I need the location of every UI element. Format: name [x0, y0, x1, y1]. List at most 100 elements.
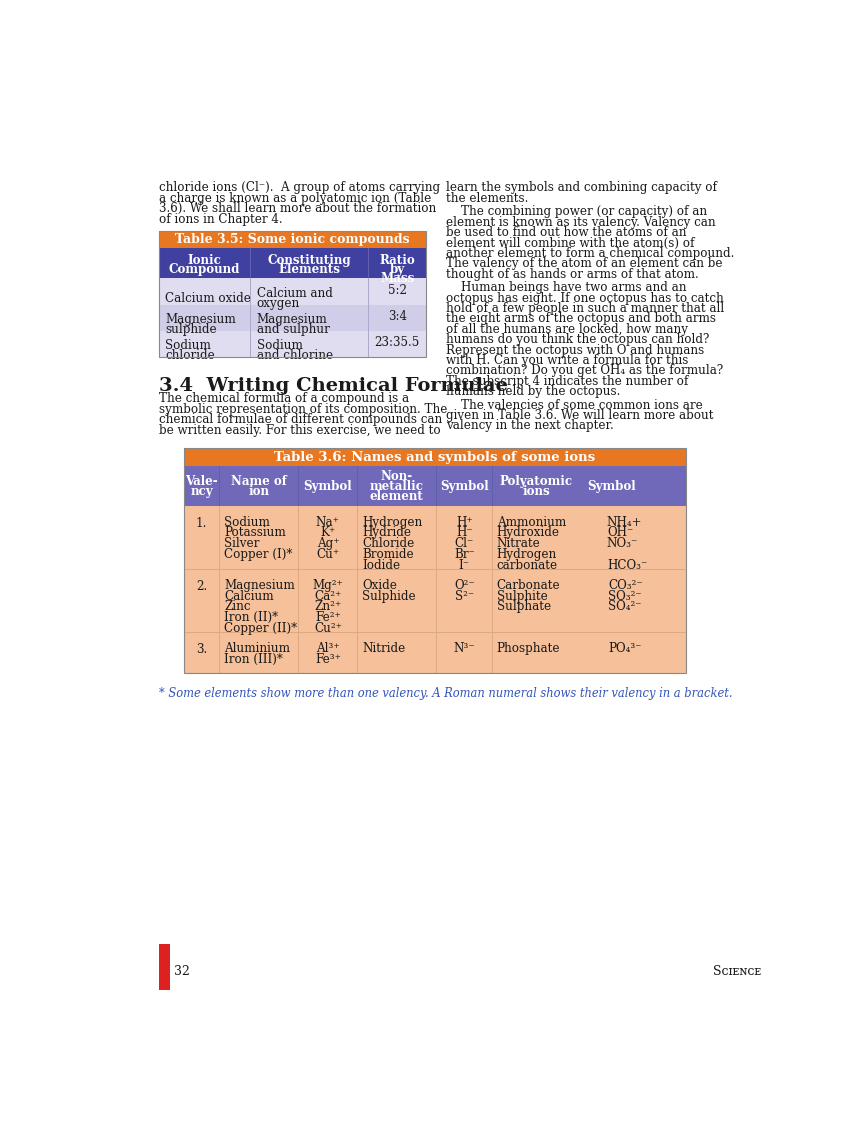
Text: Hydrogen: Hydrogen — [362, 515, 422, 529]
Text: Iodide: Iodide — [362, 559, 400, 572]
Bar — [184, 466, 686, 506]
Text: The subscript 4 indicates the number of: The subscript 4 indicates the number of — [445, 375, 688, 388]
Bar — [184, 570, 686, 633]
Text: NH₄+: NH₄+ — [607, 515, 643, 529]
Text: H⁻: H⁻ — [456, 527, 473, 539]
Text: Sodium: Sodium — [165, 339, 211, 352]
Text: Represent the octopus with O and humans: Represent the octopus with O and humans — [445, 343, 704, 357]
Text: carbonate: carbonate — [497, 559, 558, 572]
Text: Br⁻: Br⁻ — [454, 548, 474, 561]
Text: Chloride: Chloride — [362, 537, 414, 551]
Text: chloride ions (Cl⁻).  A group of atoms carrying: chloride ions (Cl⁻). A group of atoms ca… — [159, 181, 440, 195]
Text: Aluminium: Aluminium — [224, 642, 290, 654]
Bar — [184, 448, 686, 466]
Text: Symbol: Symbol — [587, 480, 636, 492]
Text: Table 3.5: Some ionic compounds: Table 3.5: Some ionic compounds — [175, 234, 410, 246]
Text: be written easily. For this exercise, we need to: be written easily. For this exercise, we… — [159, 424, 440, 437]
Text: Ca²⁺: Ca²⁺ — [314, 589, 342, 603]
Bar — [159, 944, 170, 990]
Text: Ionic: Ionic — [188, 254, 222, 267]
Text: Name of: Name of — [231, 475, 286, 488]
Text: Fe³⁺: Fe³⁺ — [314, 653, 341, 666]
Text: with H. Can you write a formula for this: with H. Can you write a formula for this — [445, 353, 688, 367]
Text: CO₃²⁻: CO₃²⁻ — [609, 579, 643, 592]
Text: Cu²⁺: Cu²⁺ — [314, 622, 342, 635]
Text: Ratio: Ratio — [379, 254, 415, 267]
Text: Constituting: Constituting — [268, 254, 351, 267]
Text: Non-: Non- — [381, 470, 413, 483]
Text: Hydride: Hydride — [362, 527, 411, 539]
Text: Bromide: Bromide — [362, 548, 414, 561]
Text: Sulphate: Sulphate — [497, 601, 551, 613]
Text: ions: ions — [523, 484, 550, 498]
Text: SO₄²⁻: SO₄²⁻ — [609, 601, 642, 613]
Bar — [184, 633, 686, 673]
Text: Hydrogen: Hydrogen — [497, 548, 557, 561]
Bar — [159, 230, 427, 357]
Text: Iron (III)*: Iron (III)* — [224, 653, 283, 666]
Text: Sulphite: Sulphite — [497, 589, 547, 603]
Text: hold of a few people in such a manner that all: hold of a few people in such a manner th… — [445, 302, 724, 315]
Bar — [184, 448, 686, 673]
Text: Nitrate: Nitrate — [497, 537, 541, 551]
Text: 23:35.5: 23:35.5 — [375, 336, 420, 349]
Text: element: element — [370, 490, 424, 503]
Text: S²⁻: S²⁻ — [455, 589, 473, 603]
Text: ion: ion — [248, 484, 269, 498]
Text: Calcium oxide: Calcium oxide — [165, 292, 251, 304]
Text: Potassium: Potassium — [224, 527, 286, 539]
Text: metallic: metallic — [370, 480, 424, 492]
Text: learn the symbols and combining capacity of: learn the symbols and combining capacity… — [445, 181, 717, 195]
Text: 5:2: 5:2 — [388, 284, 407, 296]
Text: sulphide: sulphide — [165, 323, 217, 336]
Text: Copper (II)*: Copper (II)* — [224, 622, 298, 635]
Bar — [159, 278, 427, 304]
Text: ncy: ncy — [190, 484, 212, 498]
Text: Fe²⁺: Fe²⁺ — [315, 611, 341, 624]
Text: chloride: chloride — [165, 349, 215, 361]
Text: 1.: 1. — [196, 518, 207, 530]
Text: 32: 32 — [174, 966, 190, 978]
Text: * Some elements show more than one valency. A Roman numeral shows their valency : * Some elements show more than one valen… — [159, 686, 733, 700]
Text: a charge is known as a polyatomic ion (Table: a charge is known as a polyatomic ion (T… — [159, 192, 431, 205]
Text: I⁻: I⁻ — [459, 559, 470, 572]
Text: element is known as its valency. Valency can: element is known as its valency. Valency… — [445, 215, 716, 229]
Text: and sulphur: and sulphur — [257, 323, 330, 336]
Text: Vale-: Vale- — [185, 475, 218, 488]
Text: H⁺: H⁺ — [456, 515, 473, 529]
Text: Cl⁻: Cl⁻ — [455, 537, 474, 551]
Text: octopus has eight. If one octopus has to catch: octopus has eight. If one octopus has to… — [445, 292, 723, 304]
Text: Ag⁺: Ag⁺ — [316, 537, 339, 551]
Text: O²⁻: O²⁻ — [454, 579, 474, 592]
Text: oxygen: oxygen — [257, 296, 300, 310]
Text: Copper (I)*: Copper (I)* — [224, 548, 292, 561]
Bar — [159, 331, 427, 357]
Text: The valency of the atom of an element can be: The valency of the atom of an element ca… — [445, 258, 722, 270]
Text: 3.: 3. — [196, 643, 207, 657]
Text: Sulphide: Sulphide — [362, 589, 416, 603]
Text: the elements.: the elements. — [445, 192, 528, 205]
Text: thought of as hands or arms of that atom.: thought of as hands or arms of that atom… — [445, 268, 699, 280]
Text: and chlorine: and chlorine — [257, 349, 332, 361]
Text: Magnesium: Magnesium — [165, 312, 236, 326]
Text: Table 3.6: Names and symbols of some ions: Table 3.6: Names and symbols of some ion… — [275, 451, 595, 464]
Text: Phosphate: Phosphate — [497, 642, 560, 654]
Text: Polyatomic: Polyatomic — [500, 475, 573, 488]
Text: Sᴄɪᴇɴᴄᴇ: Sᴄɪᴇɴᴄᴇ — [713, 966, 762, 978]
Text: element will combine with the atom(s) of: element will combine with the atom(s) of — [445, 236, 694, 250]
Text: K⁺: K⁺ — [320, 527, 336, 539]
Bar — [184, 506, 686, 570]
Text: Oxide: Oxide — [362, 579, 397, 592]
Text: Compound: Compound — [169, 263, 241, 276]
Text: Symbol: Symbol — [303, 480, 352, 492]
Text: valency in the next chapter.: valency in the next chapter. — [445, 420, 614, 432]
Text: Iron (II)*: Iron (II)* — [224, 611, 278, 624]
Text: Al³⁺: Al³⁺ — [316, 642, 340, 654]
Text: Magnesium: Magnesium — [224, 579, 295, 592]
Text: Silver: Silver — [224, 537, 259, 551]
Text: Elements: Elements — [278, 263, 340, 276]
Text: Mass: Mass — [380, 272, 415, 285]
Text: Na⁺: Na⁺ — [316, 515, 340, 529]
Text: Zn²⁺: Zn²⁺ — [314, 601, 342, 613]
Text: be used to find out how the atoms of an: be used to find out how the atoms of an — [445, 226, 686, 239]
